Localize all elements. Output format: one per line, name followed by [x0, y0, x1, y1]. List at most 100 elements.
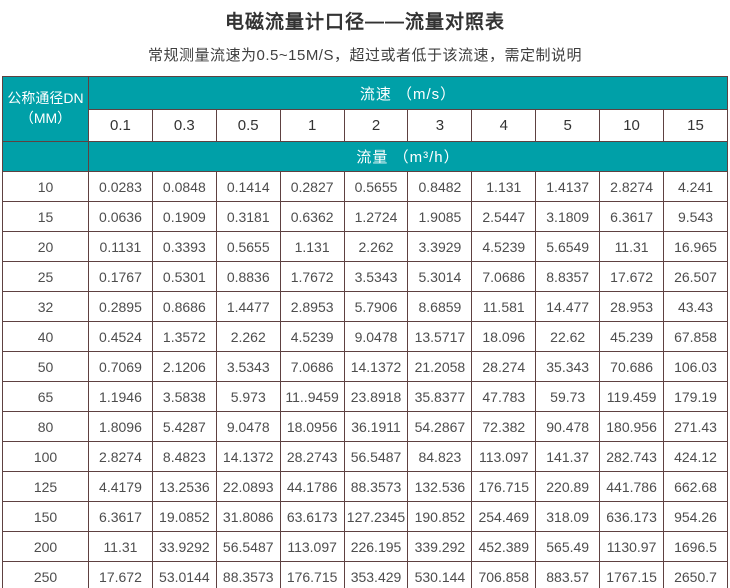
dn-cell: 10	[2, 171, 89, 202]
flow-value-cell: 3.5343	[343, 261, 409, 292]
flow-value-cell: 883.57	[535, 561, 601, 588]
flow-value-cell: 45.239	[599, 321, 665, 352]
page-subtitle: 常规测量流速为0.5~15M/S，超过或者低于该流速，需定制说明	[148, 47, 582, 64]
table-row: 150 6.3617 19.0852 31.8086 63.6173 127.2345 19…	[2, 501, 728, 532]
table-row: 125 4.4179 13.2536 22.0893 44.1786 88.3573 132…	[2, 471, 728, 502]
velocity-value-cell: 15	[663, 109, 728, 142]
flow-value-cell: 141.37	[535, 441, 601, 472]
flow-value-cell: 2.8953	[279, 291, 345, 322]
flow-value-cell: 0.6362	[279, 201, 345, 232]
flow-value-cell: 14.477	[535, 291, 601, 322]
flow-comparison-table: 公称通径DN （MM） 流速 （m/s） 0.1 0.3 0.5 1 2 3 4 5 10 15 …	[2, 76, 728, 588]
flow-value-cell: 1.2724	[343, 201, 409, 232]
flow-value-cell: 3.1809	[535, 201, 601, 232]
flow-value-cell: 18.0956	[279, 411, 345, 442]
flow-header-spacer-cell	[2, 141, 89, 172]
dn-cell: 40	[2, 321, 89, 352]
flow-value-cell: 5.7906	[343, 291, 409, 322]
table-row: 65 1.1946 3.5838 5.973 11..9459 23.8918 35.837…	[2, 381, 728, 412]
flow-value-cell: 53.0144	[151, 561, 217, 588]
flow-value-cell: 11.31	[599, 231, 665, 262]
flow-value-cell: 56.5487	[215, 531, 281, 562]
flow-value-cell: 441.786	[599, 471, 665, 502]
velocity-value-cell: 2	[343, 109, 409, 142]
flow-value-cell: 5.3014	[407, 261, 473, 292]
flow-value-cell: 4.241	[663, 171, 728, 202]
dn-header-line2: （MM）	[19, 110, 72, 126]
flow-value-cell: 90.478	[535, 411, 601, 442]
flow-value-cell: 0.5655	[215, 231, 281, 262]
flow-value-cell: 0.8686	[151, 291, 217, 322]
velocity-value-cell: 0.5	[215, 109, 281, 142]
flow-value-cell: 28.274	[471, 351, 537, 382]
flow-value-cell: 14.1372	[215, 441, 281, 472]
flow-value-cell: 0.5301	[151, 261, 217, 292]
flow-value-cell: 5.4287	[151, 411, 217, 442]
flow-value-cell: 452.389	[471, 531, 537, 562]
flow-value-cell: 0.2895	[88, 291, 153, 322]
flow-table-body: 10 0.0283 0.0848 0.1414 0.2827 0.5655 0.8482 1.…	[2, 171, 728, 588]
flow-value-cell: 5.6549	[535, 231, 601, 262]
flow-value-cell: 2.8274	[88, 441, 153, 472]
dn-cell: 80	[2, 411, 89, 442]
flow-value-cell: 1.4477	[215, 291, 281, 322]
velocity-header-row: 公称通径DN （MM） 流速 （m/s）	[2, 76, 728, 142]
velocity-value-cell: 10	[599, 109, 665, 142]
flow-value-cell: 1.8096	[88, 411, 153, 442]
flow-value-cell: 21.2058	[407, 351, 473, 382]
flow-value-cell: 2.8274	[599, 171, 665, 202]
flow-value-cell: 11.581	[471, 291, 537, 322]
flow-value-cell: 84.823	[407, 441, 473, 472]
flow-value-cell: 353.429	[343, 561, 409, 588]
flow-value-cell: 0.3181	[215, 201, 281, 232]
flow-value-cell: 176.715	[279, 561, 345, 588]
flow-value-cell: 4.4179	[88, 471, 153, 502]
flow-value-cell: 179.19	[663, 381, 728, 412]
page-title: 电磁流量计口径——流量对照表	[224, 12, 505, 33]
dn-cell: 200	[2, 531, 89, 562]
flow-value-cell: 190.852	[407, 501, 473, 532]
flow-value-cell: 18.096	[471, 321, 537, 352]
flow-value-cell: 6.3617	[88, 501, 153, 532]
flow-value-cell: 636.173	[599, 501, 665, 532]
flow-value-cell: 119.459	[599, 381, 665, 412]
flow-value-cell: 954.26	[663, 501, 728, 532]
flow-value-cell: 0.3393	[151, 231, 217, 262]
flow-header-row: 流量 （m³/h）	[2, 141, 728, 172]
flow-value-cell: 19.0852	[151, 501, 217, 532]
flow-value-cell: 0.0636	[88, 201, 153, 232]
flow-value-cell: 44.1786	[279, 471, 345, 502]
dn-cell: 250	[2, 561, 89, 588]
dn-cell: 32	[2, 291, 89, 322]
flow-value-cell: 0.5655	[343, 171, 409, 202]
flow-value-cell: 22.62	[535, 321, 601, 352]
flow-value-cell: 0.4524	[88, 321, 153, 352]
flow-value-cell: 271.43	[663, 411, 728, 442]
flow-value-cell: 2.262	[343, 231, 409, 262]
flow-value-cell: 2.5447	[471, 201, 537, 232]
flow-value-cell: 54.2867	[407, 411, 473, 442]
flow-value-cell: 106.03	[663, 351, 728, 382]
flow-value-cell: 180.956	[599, 411, 665, 442]
flow-value-cell: 13.5717	[407, 321, 473, 352]
velocity-value-cell: 1	[279, 109, 345, 142]
flow-value-cell: 1.1946	[88, 381, 153, 412]
flow-value-cell: 67.858	[663, 321, 728, 352]
flow-value-cell: 565.49	[535, 531, 601, 562]
flow-value-cell: 127.2345	[343, 501, 409, 532]
flow-value-cell: 3.5343	[215, 351, 281, 382]
flow-value-cell: 5.973	[215, 381, 281, 412]
flow-value-cell: 35.8377	[407, 381, 473, 412]
flow-value-cell: 424.12	[663, 441, 728, 472]
table-row: 15 0.0636 0.1909 0.3181 0.6362 1.2724 1.9085 2.…	[2, 201, 728, 232]
flow-value-cell: 70.686	[599, 351, 665, 382]
dn-cell: 25	[2, 261, 89, 292]
flow-value-cell: 17.672	[88, 561, 153, 588]
flow-value-cell: 3.5838	[151, 381, 217, 412]
flow-value-cell: 43.43	[663, 291, 728, 322]
table-row: 25 0.1767 0.5301 0.8836 1.7672 3.5343 5.3014 7.…	[2, 261, 728, 292]
flow-value-cell: 2.262	[215, 321, 281, 352]
flow-value-cell: 1.131	[279, 231, 345, 262]
flow-value-cell: 706.858	[471, 561, 537, 588]
flow-value-cell: 8.6859	[407, 291, 473, 322]
